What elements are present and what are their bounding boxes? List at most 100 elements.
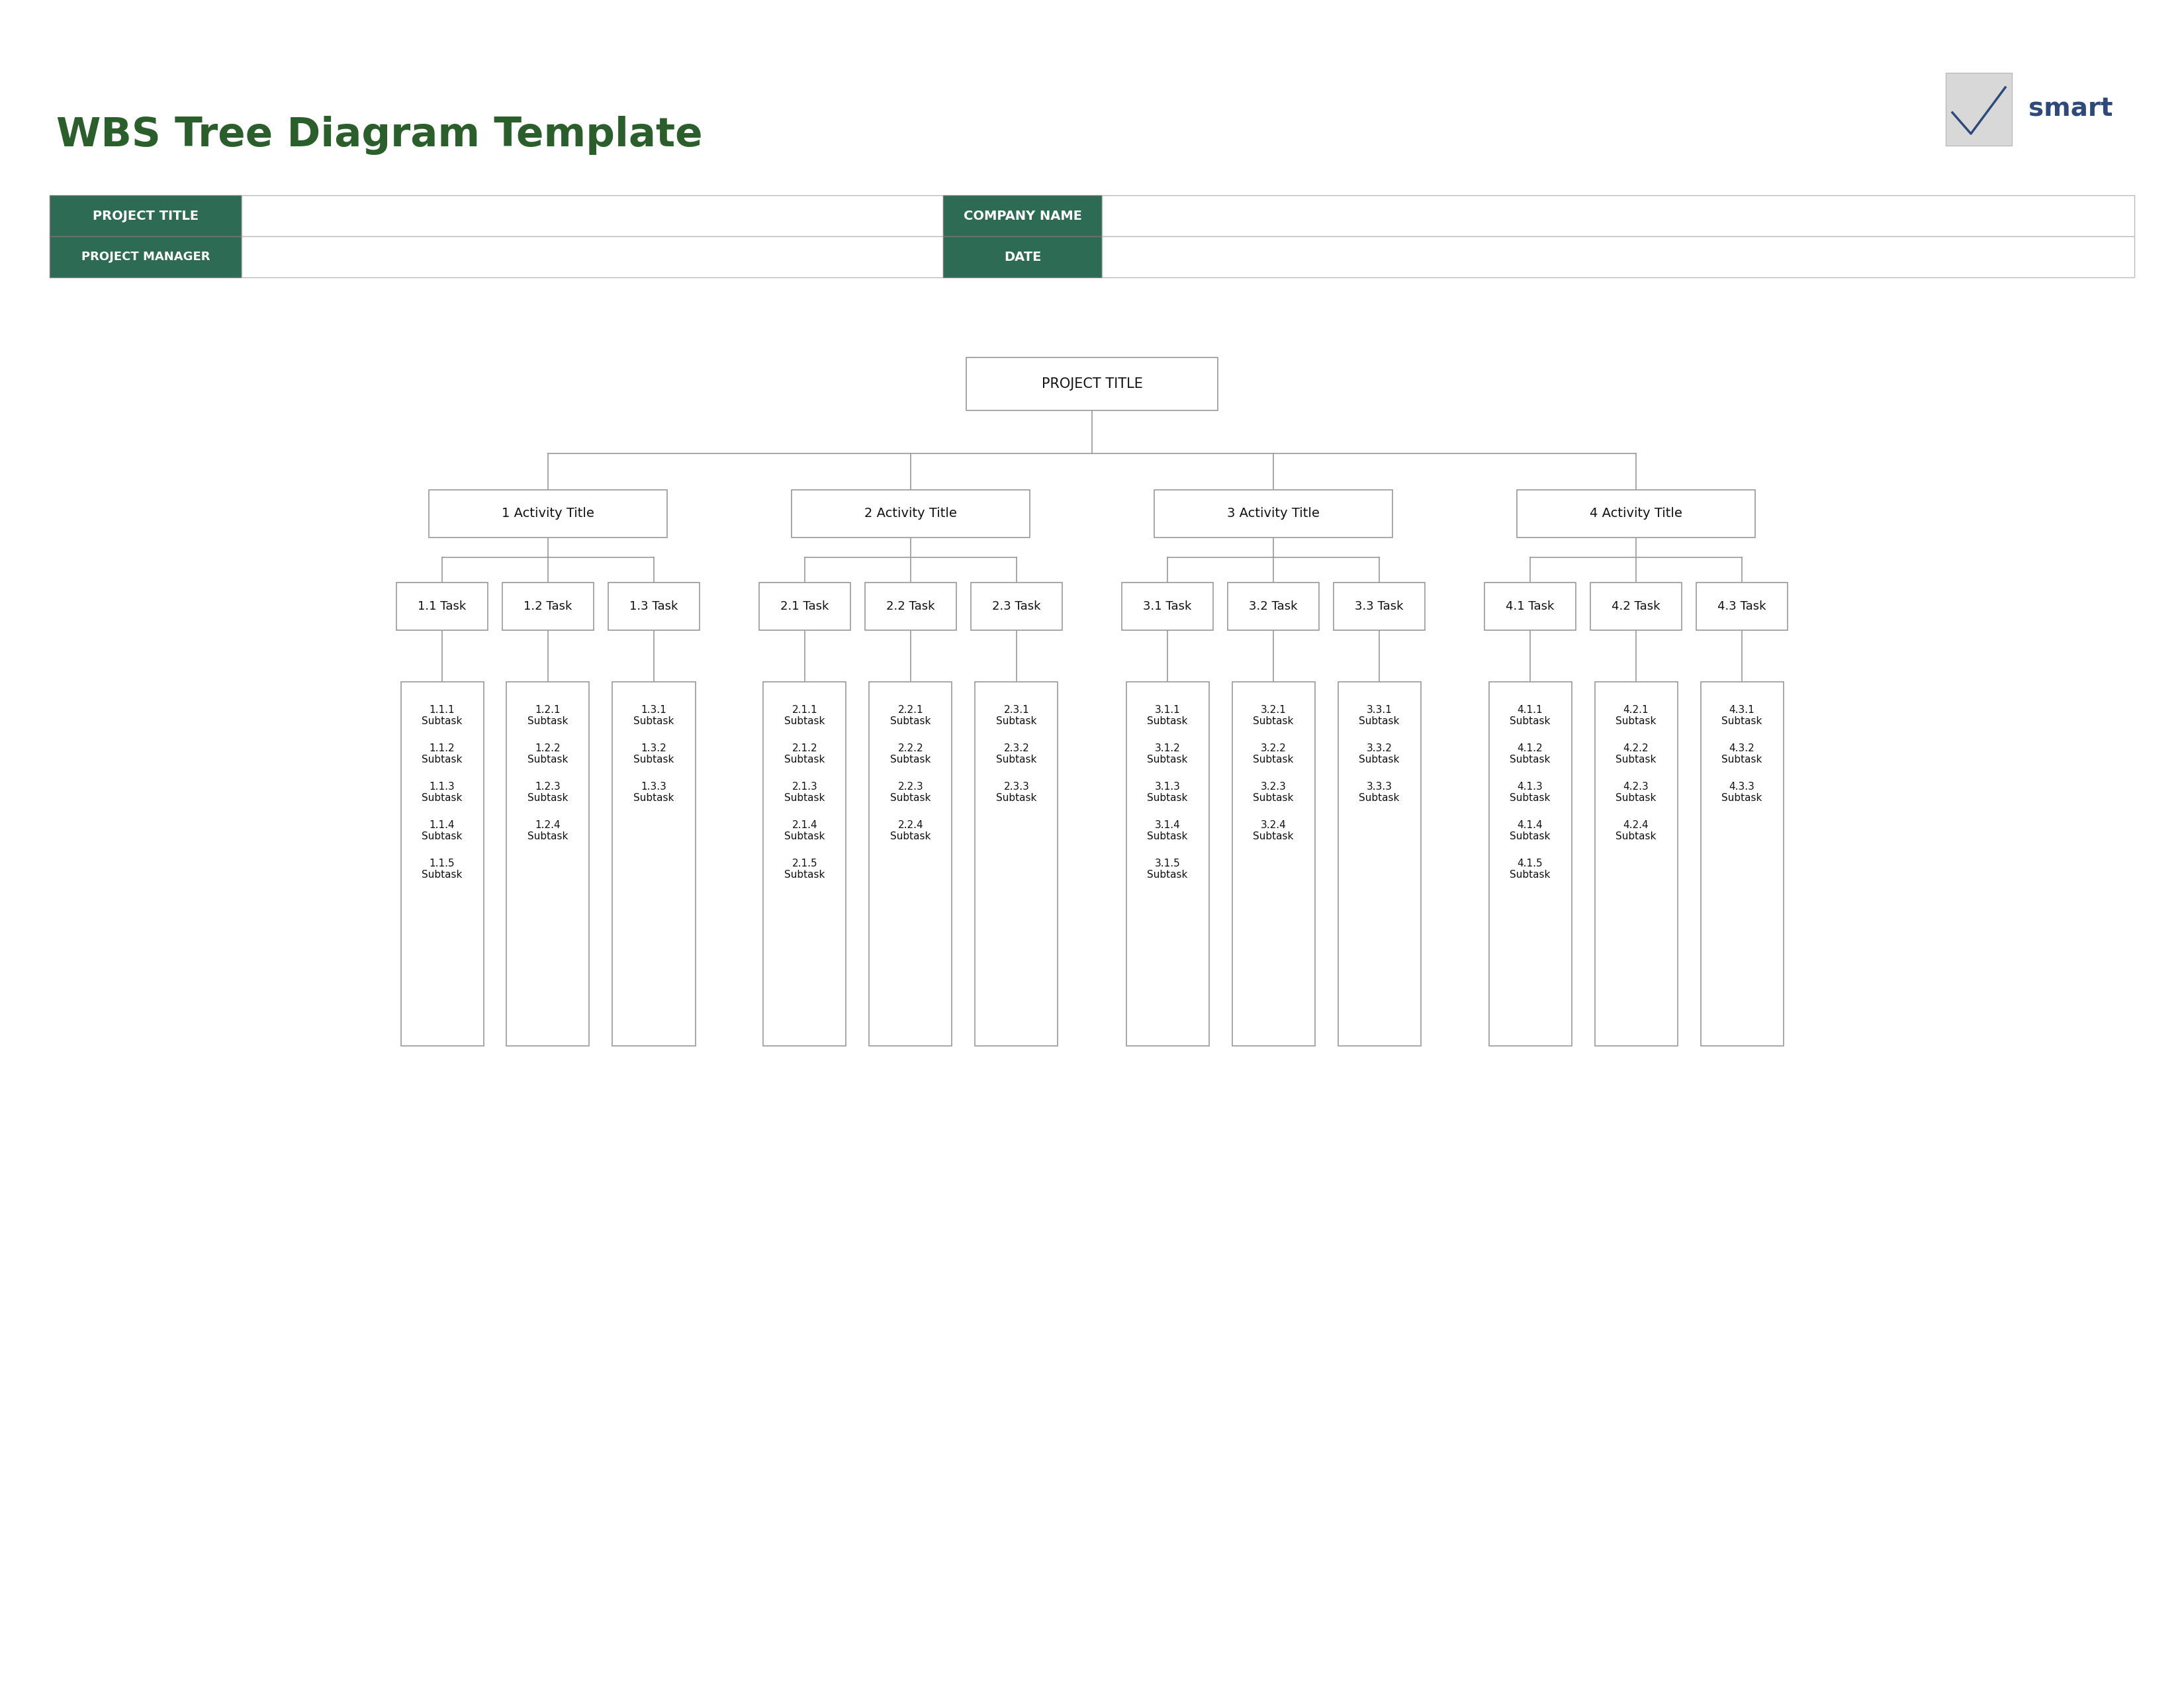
Bar	[1946, 73, 2011, 145]
Text: 3.3.3
Subtask: 3.3.3 Subtask	[1358, 782, 1400, 803]
Text: 2.3.1
Subtask: 2.3.1 Subtask	[996, 706, 1037, 726]
Bar	[1590, 582, 1682, 630]
Text: 2.3 Task: 2.3 Task	[992, 601, 1042, 613]
Bar	[1339, 682, 1420, 1047]
Text: PROJECT TITLE: PROJECT TITLE	[92, 209, 199, 223]
Text: 4.1.3
Subtask: 4.1.3 Subtask	[1509, 782, 1551, 803]
Bar	[1123, 582, 1212, 630]
Text: 3.1.3
Subtask: 3.1.3 Subtask	[1147, 782, 1188, 803]
Bar	[507, 682, 590, 1047]
Text: 3.2.4
Subtask: 3.2.4 Subtask	[1254, 820, 1293, 842]
Text: DATE: DATE	[1005, 250, 1042, 263]
Text: 4.1.5
Subtask: 4.1.5 Subtask	[1509, 859, 1551, 879]
Text: 4.2.2
Subtask: 4.2.2 Subtask	[1616, 743, 1655, 765]
Bar	[869, 682, 952, 1047]
Bar	[50, 196, 242, 236]
Text: 1.1.4
Subtask: 1.1.4 Subtask	[422, 820, 463, 842]
Bar	[242, 196, 943, 236]
Text: 2.3.2
Subtask: 2.3.2 Subtask	[996, 743, 1037, 765]
Bar	[1127, 682, 1208, 1047]
Bar	[965, 358, 1219, 410]
Text: 4.3.3
Subtask: 4.3.3 Subtask	[1721, 782, 1762, 803]
Bar	[1489, 682, 1572, 1047]
Text: 2.2 Task: 2.2 Task	[887, 601, 935, 613]
Text: 3 Activity Title: 3 Activity Title	[1227, 508, 1319, 520]
Text: 3.1.4
Subtask: 3.1.4 Subtask	[1147, 820, 1188, 842]
Text: 4.3.2
Subtask: 4.3.2 Subtask	[1721, 743, 1762, 765]
Bar	[1334, 582, 1424, 630]
Text: 2.1.4
Subtask: 2.1.4 Subtask	[784, 820, 826, 842]
Bar	[50, 236, 242, 277]
Text: 3.2 Task: 3.2 Task	[1249, 601, 1297, 613]
Bar	[1103, 236, 2134, 277]
Bar	[397, 582, 487, 630]
Text: 2.1.2
Subtask: 2.1.2 Subtask	[784, 743, 826, 765]
Bar	[1697, 582, 1787, 630]
Text: 4.2.4
Subtask: 4.2.4 Subtask	[1616, 820, 1655, 842]
Text: 4.2 Task: 4.2 Task	[1612, 601, 1660, 613]
Text: 1.1.1
Subtask: 1.1.1 Subtask	[422, 706, 463, 726]
Text: 1.2.2
Subtask: 1.2.2 Subtask	[529, 743, 568, 765]
Bar	[428, 490, 666, 537]
Text: 1.2.4
Subtask: 1.2.4 Subtask	[529, 820, 568, 842]
Text: PROJECT MANAGER: PROJECT MANAGER	[81, 252, 210, 263]
Bar	[1103, 196, 2134, 236]
Bar	[1227, 582, 1319, 630]
Bar	[976, 682, 1057, 1047]
Text: 2.1.1
Subtask: 2.1.1 Subtask	[784, 706, 826, 726]
Text: 3.3.1
Subtask: 3.3.1 Subtask	[1358, 706, 1400, 726]
Bar	[400, 682, 483, 1047]
Text: 2.2.1
Subtask: 2.2.1 Subtask	[891, 706, 930, 726]
Text: 2 Activity Title: 2 Activity Title	[865, 508, 957, 520]
Text: 2.1.3
Subtask: 2.1.3 Subtask	[784, 782, 826, 803]
Text: 1.1.3
Subtask: 1.1.3 Subtask	[422, 782, 463, 803]
Bar	[1594, 682, 1677, 1047]
Text: 2.2.2
Subtask: 2.2.2 Subtask	[891, 743, 930, 765]
Bar	[1701, 682, 1784, 1047]
Text: WBS Tree Diagram Template: WBS Tree Diagram Template	[57, 116, 703, 155]
Bar	[607, 582, 699, 630]
Text: 4 Activity Title: 4 Activity Title	[1590, 508, 1682, 520]
Text: 4.3 Task: 4.3 Task	[1717, 601, 1767, 613]
Text: 1 Activity Title: 1 Activity Title	[502, 508, 594, 520]
Text: 1.3 Task: 1.3 Task	[629, 601, 679, 613]
Bar	[612, 682, 695, 1047]
Text: 1.2 Task: 1.2 Task	[524, 601, 572, 613]
Text: PROJECT TITLE: PROJECT TITLE	[1042, 378, 1142, 390]
Text: 3.2.1
Subtask: 3.2.1 Subtask	[1254, 706, 1293, 726]
Text: 3.1.5
Subtask: 3.1.5 Subtask	[1147, 859, 1188, 879]
Bar	[242, 236, 943, 277]
Text: COMPANY NAME: COMPANY NAME	[963, 209, 1081, 223]
Text: 3.3.2
Subtask: 3.3.2 Subtask	[1358, 743, 1400, 765]
Text: 4.1.4
Subtask: 4.1.4 Subtask	[1509, 820, 1551, 842]
Text: 3.2.2
Subtask: 3.2.2 Subtask	[1254, 743, 1293, 765]
Text: 3.1.1
Subtask: 3.1.1 Subtask	[1147, 706, 1188, 726]
Text: 2.3.3
Subtask: 2.3.3 Subtask	[996, 782, 1037, 803]
Text: 1.3.3
Subtask: 1.3.3 Subtask	[633, 782, 675, 803]
Bar	[1153, 490, 1393, 537]
Text: 4.3.1
Subtask: 4.3.1 Subtask	[1721, 706, 1762, 726]
Bar	[791, 490, 1031, 537]
Bar	[764, 682, 845, 1047]
Bar	[972, 582, 1061, 630]
Text: 2.1 Task: 2.1 Task	[780, 601, 830, 613]
Text: 1.1.5
Subtask: 1.1.5 Subtask	[422, 859, 463, 879]
Text: 1.2.3
Subtask: 1.2.3 Subtask	[529, 782, 568, 803]
Bar	[1518, 490, 1756, 537]
Text: 1.3.2
Subtask: 1.3.2 Subtask	[633, 743, 675, 765]
Bar	[1232, 682, 1315, 1047]
Bar	[865, 582, 957, 630]
Bar	[1485, 582, 1577, 630]
Bar	[502, 582, 594, 630]
Text: 4.1.1
Subtask: 4.1.1 Subtask	[1509, 706, 1551, 726]
Bar	[760, 582, 850, 630]
Bar	[943, 236, 1103, 277]
Text: 1.1 Task: 1.1 Task	[417, 601, 467, 613]
Text: 4.1.2
Subtask: 4.1.2 Subtask	[1509, 743, 1551, 765]
Text: 3.3 Task: 3.3 Task	[1354, 601, 1404, 613]
Text: 1.1.2
Subtask: 1.1.2 Subtask	[422, 743, 463, 765]
Text: 2.2.3
Subtask: 2.2.3 Subtask	[891, 782, 930, 803]
Text: 1.2.1
Subtask: 1.2.1 Subtask	[529, 706, 568, 726]
Text: 1.3.1
Subtask: 1.3.1 Subtask	[633, 706, 675, 726]
Text: 4.2.1
Subtask: 4.2.1 Subtask	[1616, 706, 1655, 726]
